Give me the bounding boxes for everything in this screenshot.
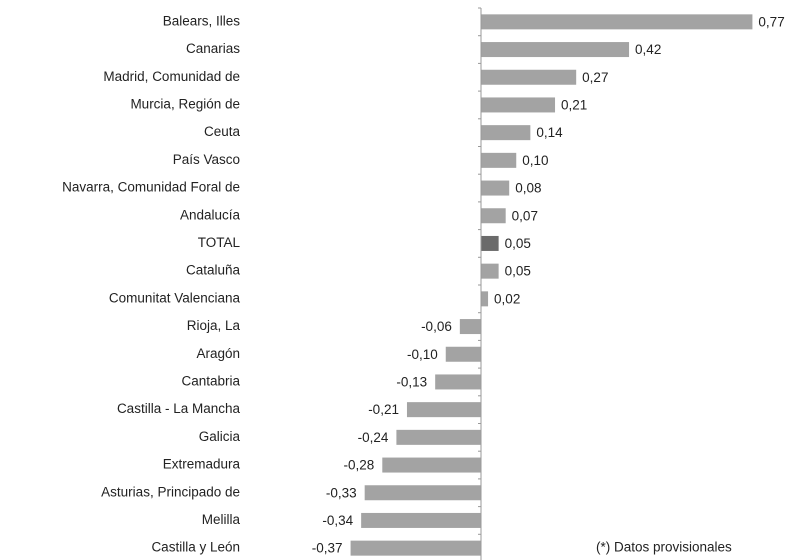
bar [396,429,481,445]
value-label: 0,27 [582,70,608,85]
value-label: 0,08 [515,181,541,196]
value-label: -0,21 [368,402,399,417]
category-label: Andalucía [180,207,241,222]
value-label: 0,21 [561,98,587,113]
value-label: 0,07 [512,208,538,223]
category-label: Ceuta [204,124,241,139]
category-label: Navarra, Comunidad Foral de [62,180,240,195]
value-label: 0,02 [494,291,520,306]
value-label: -0,33 [326,485,357,500]
bar [382,457,481,473]
category-label: Murcia, Región de [130,97,240,112]
bar [364,485,481,501]
value-label: -0,13 [396,375,427,390]
value-label: 0,10 [522,153,548,168]
category-label: Madrid, Comunidad de [103,69,240,84]
category-label: Rioja, La [187,318,241,333]
bar [481,14,753,30]
bar [445,346,481,362]
bar [481,125,531,141]
bar [481,69,577,85]
category-label: Melilla [202,512,241,527]
value-label: 0,05 [505,264,531,279]
category-label: TOTAL [198,235,241,250]
bar [481,42,630,58]
value-label: -0,10 [407,347,438,362]
bar [481,263,499,279]
bar [350,540,481,556]
bar [481,235,499,251]
category-label: Canarias [186,41,240,56]
value-label: 0,77 [758,14,784,29]
category-label: Comunitat Valenciana [109,290,241,305]
annotation: (*) Datos provisionales [596,540,732,555]
category-label: Asturias, Principado de [101,484,240,499]
value-label: 0,42 [635,42,661,57]
bar [481,208,506,224]
bar [435,374,481,390]
category-label: Aragón [196,346,240,361]
bar [481,152,517,168]
category-label: Cantabria [181,374,240,389]
category-label: Cataluña [186,263,241,278]
category-label: Galicia [199,429,241,444]
bar [481,180,510,196]
category-label: País Vasco [173,152,240,167]
value-label: -0,24 [358,430,389,445]
bar [481,291,489,307]
value-label: -0,28 [344,458,375,473]
value-label: 0,05 [505,236,531,251]
value-label: -0,37 [312,541,343,556]
category-label: Balears, Illes [163,13,241,28]
category-label: Castilla - La Mancha [117,401,241,416]
category-label: Castilla y León [151,540,240,555]
category-label: Extremadura [163,457,241,472]
value-label: -0,34 [322,513,353,528]
bar [481,97,556,113]
bar [361,512,481,528]
value-label: -0,06 [421,319,452,334]
bar [406,402,481,418]
bar [459,319,481,335]
value-label: 0,14 [536,125,563,140]
